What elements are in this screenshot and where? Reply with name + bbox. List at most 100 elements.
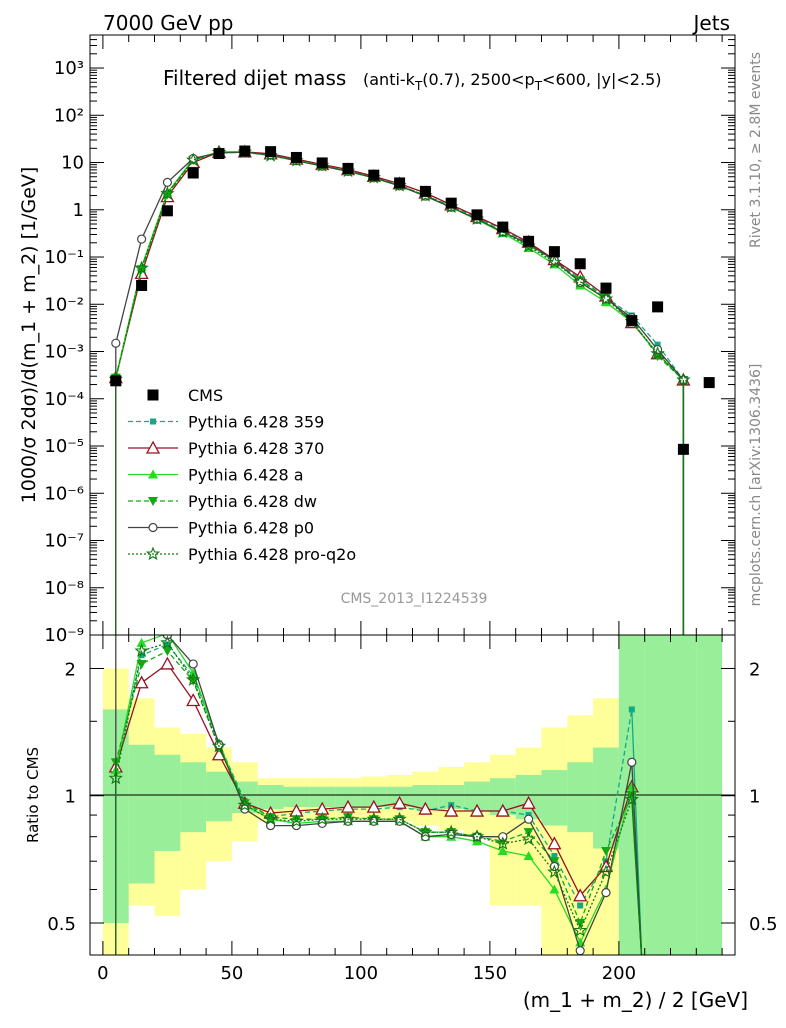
ratio-series-point <box>160 656 175 670</box>
cms-data-point <box>316 157 328 169</box>
header-left: 7000 GeV pp <box>103 11 234 35</box>
cms-data-point <box>652 301 664 313</box>
main-y-tick-label: 10⁻¹ <box>44 247 84 268</box>
legend-entry-3: Pythia 6.428 370 <box>128 439 324 458</box>
ratio-series-point <box>188 659 198 669</box>
legend-label: Pythia 6.428 dw <box>188 492 317 511</box>
cms-data-point <box>677 443 689 455</box>
main-series-point <box>654 341 661 348</box>
main-y-tick-label: 10² <box>54 105 84 126</box>
ratio-series-point <box>160 635 175 649</box>
ratio-series-point <box>164 641 171 648</box>
legend-marker-sample <box>148 469 158 479</box>
main-y-tick-label: 10 <box>61 153 84 174</box>
main-y-label: 1000/σ 2dσ)/d(m_1 + m_2) [1/GeV] <box>18 167 40 504</box>
ratio-series-point <box>551 853 558 860</box>
ratio-inner-band-bin <box>309 786 336 808</box>
legend-label: Pythia 6.428 pro-q2o <box>188 545 356 564</box>
ratio-series-point <box>134 675 149 689</box>
ratio-inner-band-bin <box>541 770 568 826</box>
subtitle-sub-1: T <box>414 79 423 93</box>
ratio-series-point <box>497 846 508 856</box>
ratio-inner-band-bin <box>283 786 310 808</box>
ratio-inner-band-bin <box>154 754 181 852</box>
legend-entry-5: Pythia 6.428 dw <box>128 492 317 511</box>
ratio-series-point <box>547 864 562 879</box>
legend-label: CMS <box>188 386 223 405</box>
main-y-tick-label: 10⁻⁵ <box>44 436 84 457</box>
ratio-series-point <box>418 824 433 839</box>
ratio-panel: 0.5 0.5 1 1 2 2 0 50 100 150 200 <box>47 634 778 984</box>
ratio-series-line <box>115 642 633 933</box>
main-y-tick-label: 10⁻⁷ <box>44 531 84 552</box>
ratio-series-point <box>444 824 459 839</box>
cms-data-point <box>445 197 457 209</box>
cms-data-point <box>136 279 148 291</box>
legend-entry-2: Pythia 6.428 359 <box>128 413 324 432</box>
main-series-point <box>162 190 173 200</box>
ratio-series-point <box>317 818 327 829</box>
cms-data-point <box>419 185 431 197</box>
main-series-point <box>162 177 172 187</box>
ratio-series-point <box>573 888 588 902</box>
main-subtitle: (anti-kT(0.7), 2500<pT<600, |y|<2.5) <box>363 70 662 93</box>
main-y-tick-label: 10⁻⁹ <box>44 625 84 646</box>
main-series-cms <box>110 145 715 455</box>
ratio-series-point <box>549 884 560 894</box>
main-y-tick-label: 10³ <box>54 58 84 79</box>
main-series-point <box>573 274 588 288</box>
ratio-series-point <box>366 811 381 826</box>
main-series-point <box>137 234 147 244</box>
cms-data-point <box>523 235 535 247</box>
x-tick-label: 150 <box>473 963 507 984</box>
ratio-series-point <box>289 813 304 828</box>
ratio-y-label: Ratio to CMS <box>24 747 42 843</box>
legend: CMS Pythia 6.428 359 Pythia 6.428 370 Pythi… <box>128 386 356 564</box>
main-y-tick-label: 10⁻⁶ <box>44 483 84 504</box>
main-series-point <box>598 291 614 305</box>
cms-data-point <box>213 148 225 160</box>
ratio-series-point <box>577 902 584 909</box>
main-series-point <box>160 186 175 200</box>
main-y-tick-label: 10⁻³ <box>44 342 84 363</box>
ratio-inner-band-bin <box>335 786 361 808</box>
legend-label: Pythia 6.428 359 <box>188 413 324 432</box>
ratio-y-tick-label: 0.5 <box>47 914 76 935</box>
subtitle-part-3: <600, |y|<2.5) <box>542 70 661 89</box>
ratio-series-point <box>392 811 407 826</box>
cms-data-point <box>239 145 251 157</box>
ratio-series-point <box>315 811 330 826</box>
ratio-series-point <box>521 831 536 846</box>
ratio-series-point <box>392 795 407 809</box>
subtitle-sub-2: T <box>534 79 543 93</box>
x-axis-label: (m_1 + m_2) / 2 [GeV] <box>523 988 748 1012</box>
cms-data-point <box>703 377 715 389</box>
ratio-y-tick-label: 2 <box>65 659 76 680</box>
main-y-tick-label: 10⁻² <box>44 294 84 315</box>
legend-marker-sample <box>148 497 158 506</box>
ratio-series-point <box>444 803 459 817</box>
legend-marker-sample <box>148 522 158 533</box>
cms-data-point <box>368 169 380 181</box>
cms-data-point <box>265 146 277 158</box>
cms-data-point <box>161 205 173 217</box>
ratio-y-tick-label-right: 2 <box>749 659 760 680</box>
cms-data-point <box>342 162 354 174</box>
ratio-y-tick-label-right: 0.5 <box>749 914 778 935</box>
ratio-series-point <box>134 643 149 658</box>
main-y-tick-label: 1 <box>73 200 84 221</box>
ratio-series-point <box>601 888 611 898</box>
ratio-series-point <box>186 693 201 707</box>
legend-marker-sample <box>145 546 161 561</box>
ratio-series-point <box>573 922 588 937</box>
ratio-series-point <box>495 836 510 850</box>
legend-entry-4: Pythia 6.428 a <box>128 466 304 485</box>
legend-marker-sample <box>147 389 159 401</box>
ratio-series-point <box>523 814 534 824</box>
x-tick-label: 200 <box>602 963 636 984</box>
ratio-series-point <box>136 659 147 669</box>
ratio-series-point <box>291 815 302 825</box>
ratio-series-point <box>495 803 510 817</box>
